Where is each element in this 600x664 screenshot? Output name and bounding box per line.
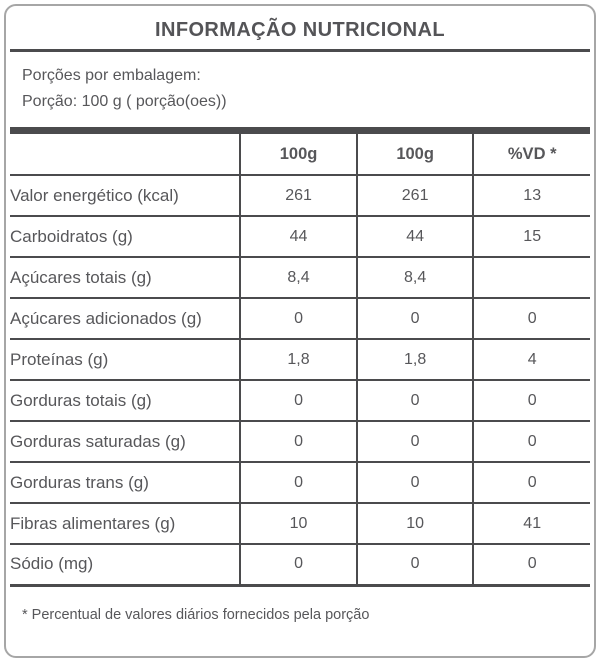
nutrient-value: 0	[472, 461, 590, 504]
serving-size: Porção: 100 g ( porção(oes))	[22, 93, 227, 110]
nutrient-value: 261	[239, 174, 358, 217]
nutrient-label: Proteínas (g)	[10, 338, 242, 381]
nutrient-value: 0	[355, 297, 475, 340]
nutrient-value: 0	[472, 297, 590, 340]
table-row: Gorduras saturadas (g) 0 0 0	[10, 420, 590, 463]
nutrient-label: Gorduras saturadas (g)	[10, 420, 242, 463]
nutrient-value: 0	[239, 420, 358, 463]
table-row: Açúcares adicionados (g) 0 0 0	[10, 297, 590, 340]
daily-value-footnote: * Percentual de valores diários fornecid…	[22, 606, 370, 623]
table-body: Valor energético (kcal) 261 261 13 Carboidra…	[10, 174, 590, 586]
nutrient-value: 0	[239, 543, 358, 586]
nutrient-value: 41	[472, 502, 590, 545]
nutrient-value: 0	[355, 420, 475, 463]
nutrient-value: 4	[472, 338, 590, 381]
nutrient-value: 0	[472, 543, 590, 586]
nutrient-label: Açúcares adicionados (g)	[10, 297, 242, 340]
nutrient-value: 15	[472, 215, 590, 258]
table-top-bar	[10, 127, 590, 134]
nutrient-value: 44	[355, 215, 475, 258]
nutrient-value: 13	[472, 174, 590, 217]
table-row: Proteínas (g) 1,8 1,8 4	[10, 338, 590, 381]
header-daily-value: %VD *	[472, 134, 590, 176]
card-content: INFORMAÇÃO NUTRICIONAL Porções por embal…	[10, 6, 590, 623]
nutrient-value: 0	[239, 461, 358, 504]
nutrient-value: 0	[355, 461, 475, 504]
nutrient-label: Fibras alimentares (g)	[10, 502, 242, 545]
nutrient-value: 0	[355, 543, 475, 586]
nutrient-value: 0	[239, 297, 358, 340]
nutrient-value: 261	[355, 174, 475, 217]
nutrient-label: Gorduras trans (g)	[10, 461, 242, 504]
nutrient-value: 0	[355, 379, 475, 422]
nutrient-value	[472, 256, 590, 299]
nutrient-value: 1,8	[355, 338, 475, 381]
nutrient-value: 1,8	[239, 338, 358, 381]
servings-per-package: Porções por embalagem:	[22, 67, 201, 84]
nutrition-label-title: INFORMAÇÃO NUTRICIONAL	[10, 6, 590, 52]
nutrient-value: 0	[472, 379, 590, 422]
nutrient-label: Sódio (mg)	[10, 543, 242, 586]
table-row: Gorduras trans (g) 0 0 0	[10, 461, 590, 504]
header-amount-2: 100g	[355, 134, 475, 176]
table-row: Açúcares totais (g) 8,4 8,4	[10, 256, 590, 299]
nutrient-label: Gorduras totais (g)	[10, 379, 242, 422]
nutrient-label: Carboidratos (g)	[10, 215, 242, 258]
header-blank-cell	[10, 134, 242, 176]
nutrient-value: 10	[355, 502, 475, 545]
nutrient-value: 44	[239, 215, 358, 258]
table-row: Fibras alimentares (g) 10 10 41	[10, 502, 590, 545]
nutrient-value: 10	[239, 502, 358, 545]
nutrient-label: Açúcares totais (g)	[10, 256, 242, 299]
servings-info: Porções por embalagem: Porção: 100 g ( p…	[10, 52, 590, 127]
nutrient-value: 0	[472, 420, 590, 463]
table-header-row: 100g 100g %VD *	[10, 134, 590, 176]
nutrient-value: 8,4	[355, 256, 475, 299]
nutrient-value: 0	[239, 379, 358, 422]
nutrition-table: 100g 100g %VD * Valor energético (kcal) 2…	[10, 134, 590, 587]
nutrition-label-card: INFORMAÇÃO NUTRICIONAL Porções por embal…	[4, 4, 596, 658]
header-amount-1: 100g	[239, 134, 358, 176]
nutrient-value: 8,4	[239, 256, 358, 299]
table-row: Gorduras totais (g) 0 0 0	[10, 379, 590, 422]
table-row: Carboidratos (g) 44 44 15	[10, 215, 590, 258]
nutrient-label: Valor energético (kcal)	[10, 174, 242, 217]
table-row: Valor energético (kcal) 261 261 13	[10, 174, 590, 217]
table-row: Sódio (mg) 0 0 0	[10, 543, 590, 586]
